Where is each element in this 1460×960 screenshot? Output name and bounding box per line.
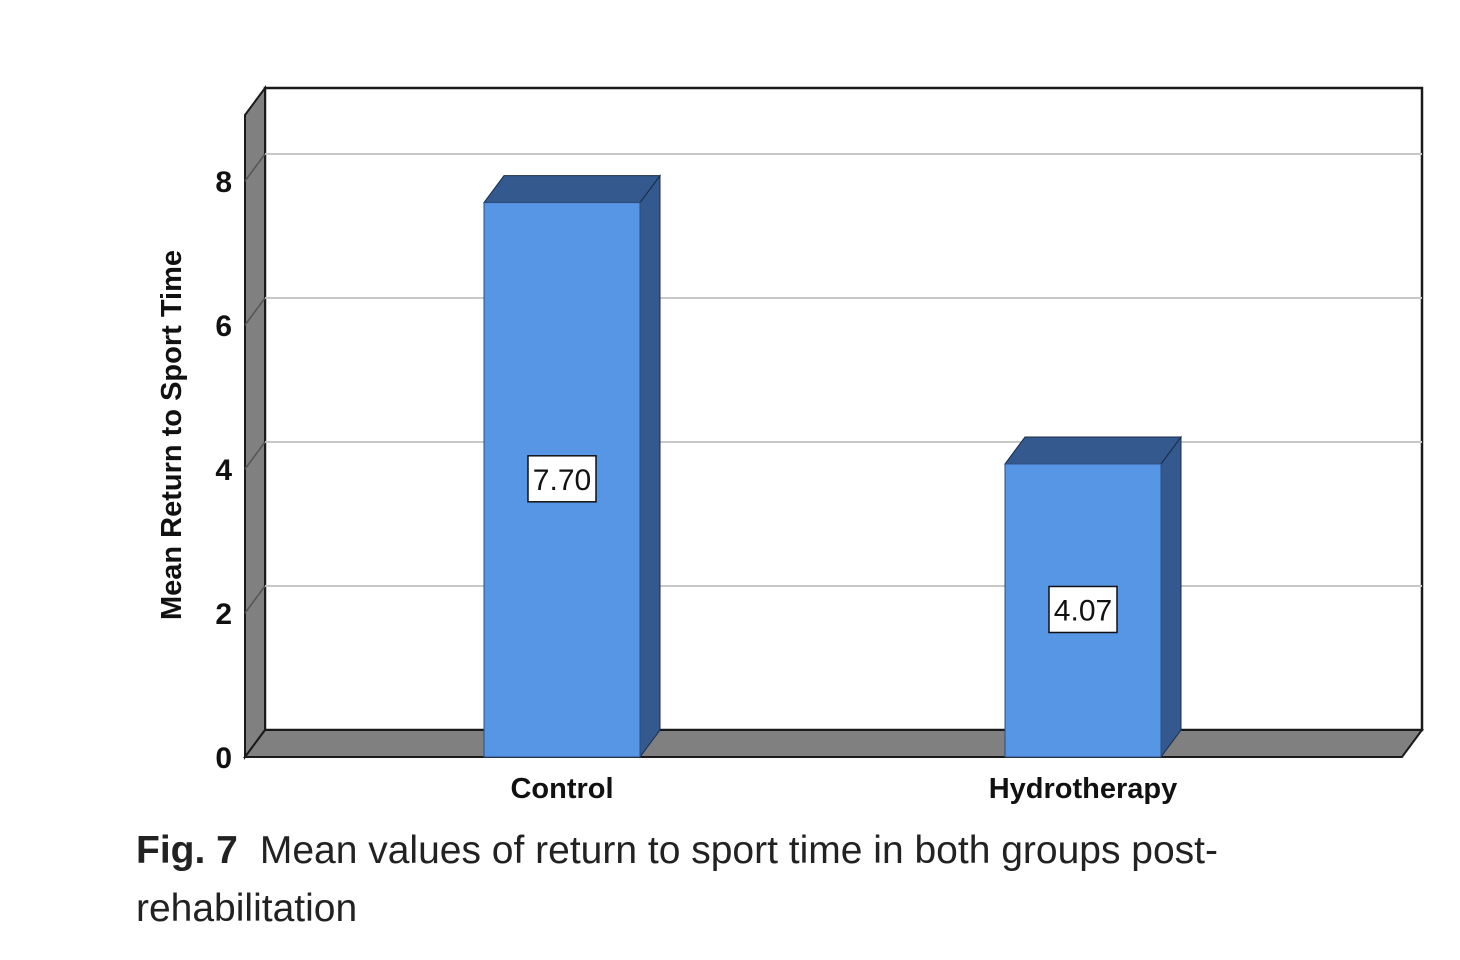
data-label: 7.70 [533,464,591,497]
figure-caption: Fig. 7 Mean values of return to sport tim… [136,822,1336,938]
y-axis-label: Mean Return to Sport Time [156,250,188,620]
y-tick-label: 0 [215,742,232,775]
bar-control: 7.70 [483,174,661,759]
floor [243,729,1424,758]
back-wall [263,86,1424,732]
chart-frame [243,84,1424,761]
x-category-label: Hydrotherapy [989,773,1178,805]
figure-label: Fig. 7 [136,829,238,872]
bar-hydrotherapy: 4.07 [1004,435,1182,759]
data-label: 4.07 [1054,594,1112,627]
y-tick-label: 4 [215,454,232,487]
gridline-side [244,153,266,182]
bars: 7.70 4.07 [483,174,1182,759]
side-wall [244,84,266,761]
gridline-side [244,297,266,326]
data-label-box [1048,585,1118,634]
bar-top [1004,436,1182,465]
gridline-side [244,585,266,614]
y-tick-label: 6 [215,310,232,343]
y-tick-label: 2 [215,598,232,631]
gridline-side [244,441,266,470]
bar-chart: 7.70 4.07 0 2 4 6 8 Control Hydrotherapy Mean … [156,84,1424,805]
y-tick-label: 8 [215,166,232,199]
x-category-label: Control [510,773,613,805]
caption-text: Mean values of return to sport time in b… [136,829,1219,930]
bar-side [1160,435,1182,759]
y-axis-ticks: 0 2 4 6 8 [215,166,232,775]
data-label-box [527,455,597,503]
bar-top [483,175,661,204]
gridlines [244,153,1422,614]
bar-side [639,174,661,759]
x-axis-categories: Control Hydrotherapy [510,773,1177,805]
